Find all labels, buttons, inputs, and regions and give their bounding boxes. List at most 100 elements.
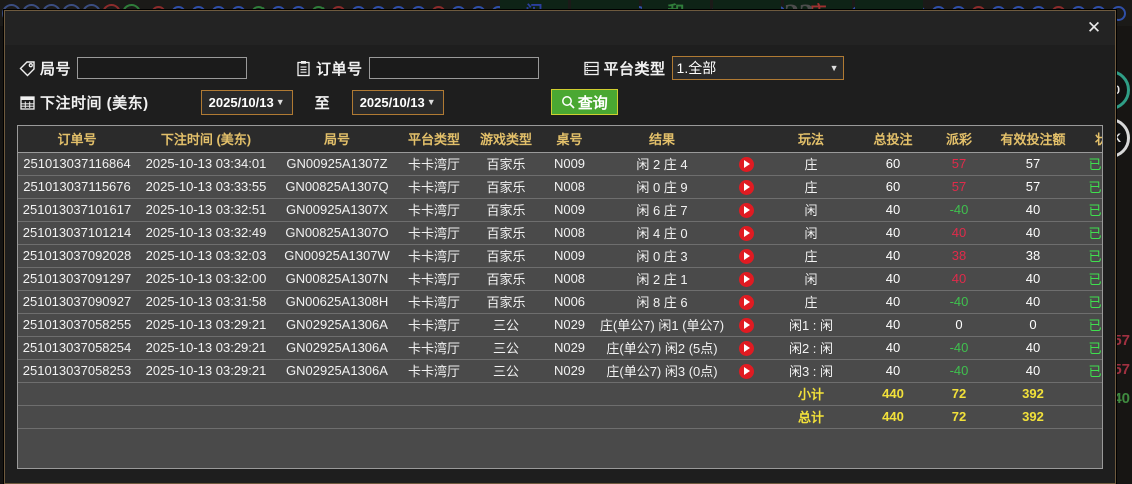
table-row[interactable]: 251013037092028 2025-10-13 03:32:03 GN0092… bbox=[18, 244, 1102, 268]
cell-table-no: N029 bbox=[542, 359, 597, 383]
cell-summary-label: 总计 bbox=[765, 405, 857, 429]
platform-type-select[interactable]: 1.全部 ▼ bbox=[671, 56, 844, 80]
bg-right-number: 57 bbox=[1113, 332, 1130, 349]
play-icon[interactable] bbox=[738, 248, 754, 264]
query-button[interactable]: 查询 bbox=[550, 89, 618, 115]
cell-platform-type: 卡卡湾厅 bbox=[398, 290, 470, 314]
order-no-input[interactable] bbox=[368, 57, 539, 79]
play-icon[interactable] bbox=[738, 202, 754, 218]
col-result[interactable]: 结果 bbox=[597, 126, 727, 153]
cell-payout: 40 bbox=[929, 267, 989, 291]
col-platform-type[interactable]: 平台类型 bbox=[398, 126, 470, 153]
cell-bet-time: 2025-10-13 03:32:00 bbox=[136, 267, 276, 291]
table-row[interactable]: 251013037058253 2025-10-13 03:29:21 GN0292… bbox=[18, 359, 1102, 383]
close-icon[interactable]: ✕ bbox=[1086, 18, 1102, 37]
bet-history-table: 订单号 下注时间 (美东) 局号 平台类型 游戏类型 桌号 结果 玩法 总投注 … bbox=[18, 126, 1102, 429]
cell-bet-time: 2025-10-13 03:29:21 bbox=[136, 359, 276, 383]
table-row[interactable]: 251013037091297 2025-10-13 03:32:00 GN0082… bbox=[18, 267, 1102, 291]
cell-spacer bbox=[136, 382, 276, 406]
cell-status: 已派彩 bbox=[1077, 336, 1102, 360]
field-bet-time: 下注时间 (美东) bbox=[19, 92, 149, 113]
cell-platform-type: 卡卡湾厅 bbox=[398, 175, 470, 199]
table-row[interactable]: 251013037101214 2025-10-13 03:32:49 GN0082… bbox=[18, 221, 1102, 245]
col-round-no[interactable]: 局号 bbox=[276, 126, 398, 153]
table-row[interactable]: 251013037115676 2025-10-13 03:33:55 GN0082… bbox=[18, 175, 1102, 199]
cell-valid-bet: 40 bbox=[989, 290, 1077, 314]
cell-game-type: 百家乐 bbox=[470, 267, 542, 291]
cell-spacer bbox=[727, 382, 765, 406]
table-row[interactable]: 251013037058254 2025-10-13 03:29:21 GN0292… bbox=[18, 336, 1102, 360]
table-row[interactable]: 251013037116864 2025-10-13 03:34:01 GN0092… bbox=[18, 152, 1102, 176]
cell-round-no: GN00925A1307X bbox=[276, 198, 398, 222]
col-table-no[interactable]: 桌号 bbox=[542, 126, 597, 153]
play-icon[interactable] bbox=[738, 340, 754, 356]
cell-valid-bet: 40 bbox=[989, 221, 1077, 245]
cell-play-type: 庄 bbox=[765, 175, 857, 199]
cell-round-no: GN00825A1307O bbox=[276, 221, 398, 245]
cell-round-no: GN02925A1306A bbox=[276, 313, 398, 337]
cell-result: 闲 2 庄 1 bbox=[597, 267, 727, 291]
chevron-down-icon: ▼ bbox=[275, 97, 285, 107]
cell-game-type: 百家乐 bbox=[470, 152, 542, 176]
table-row[interactable]: 251013037101617 2025-10-13 03:32:51 GN0092… bbox=[18, 198, 1102, 222]
cell-valid-bet: 40 bbox=[989, 359, 1077, 383]
cell-total-bet: 40 bbox=[857, 221, 929, 245]
cell-spacer bbox=[470, 382, 542, 406]
play-icon[interactable] bbox=[738, 363, 754, 379]
play-icon[interactable] bbox=[738, 271, 754, 287]
table-empty-space bbox=[18, 428, 1102, 468]
cell-round-no: GN02925A1306A bbox=[276, 336, 398, 360]
play-icon[interactable] bbox=[738, 179, 754, 195]
date-from-picker[interactable]: 2025/10/13 ▼ bbox=[200, 89, 293, 115]
cell-summary-valid-bet: 392 bbox=[989, 405, 1077, 429]
play-icon[interactable] bbox=[738, 156, 754, 172]
cell-table-no: N029 bbox=[542, 336, 597, 360]
cell-status: 已派彩 bbox=[1077, 175, 1102, 199]
tag-icon bbox=[19, 60, 36, 77]
col-game-type[interactable]: 游戏类型 bbox=[470, 126, 542, 153]
cell-platform-type: 卡卡湾厅 bbox=[398, 198, 470, 222]
cell-table-no: N006 bbox=[542, 290, 597, 314]
date-to-value: 2025/10/13 bbox=[359, 94, 425, 110]
cell-valid-bet: 40 bbox=[989, 198, 1077, 222]
col-bet-time[interactable]: 下注时间 (美东) bbox=[136, 126, 276, 153]
cell-total-bet: 40 bbox=[857, 359, 929, 383]
table-row[interactable]: 251013037058255 2025-10-13 03:29:21 GN0292… bbox=[18, 313, 1102, 337]
cell-platform-type: 卡卡湾厅 bbox=[398, 359, 470, 383]
col-payout[interactable]: 派彩 bbox=[929, 126, 989, 153]
cell-round-no: GN02925A1306A bbox=[276, 359, 398, 383]
platform-type-value: 1.全部 bbox=[676, 60, 717, 76]
dialog-titlebar: ✕ bbox=[5, 11, 1115, 45]
cell-summary-total-bet: 440 bbox=[857, 405, 929, 429]
play-icon[interactable] bbox=[738, 317, 754, 333]
cell-payout: 38 bbox=[929, 244, 989, 268]
col-play-type[interactable]: 玩法 bbox=[765, 126, 857, 153]
filter-row-2: 下注时间 (美东) 2025/10/13 ▼ 至 2025/10/13 ▼ bbox=[5, 85, 1115, 119]
cell-spacer bbox=[1077, 405, 1102, 429]
col-order-no[interactable]: 订单号 bbox=[18, 126, 136, 153]
cell-play-type: 闲 bbox=[765, 267, 857, 291]
table-row[interactable]: 251013037090927 2025-10-13 03:31:58 GN0062… bbox=[18, 290, 1102, 314]
cell-order-no: 251013037090927 bbox=[18, 290, 136, 314]
cell-summary-payout: 72 bbox=[929, 405, 989, 429]
cell-order-no: 251013037115676 bbox=[18, 175, 136, 199]
col-status[interactable]: 状态 bbox=[1077, 126, 1102, 153]
cell-payout: 57 bbox=[929, 175, 989, 199]
cell-status: 已派彩 bbox=[1077, 198, 1102, 222]
filter-row-1: 局号 订单号 bbox=[5, 51, 1115, 85]
bet-history-table-wrap[interactable]: 订单号 下注时间 (美东) 局号 平台类型 游戏类型 桌号 结果 玩法 总投注 … bbox=[17, 125, 1103, 469]
date-to-picker[interactable]: 2025/10/13 ▼ bbox=[351, 89, 444, 115]
round-no-input[interactable] bbox=[77, 57, 248, 79]
bg-right-number: 40 bbox=[1113, 390, 1130, 407]
col-valid-bet[interactable]: 有效投注额 bbox=[989, 126, 1077, 153]
cell-spacer bbox=[727, 405, 765, 429]
col-total-bet[interactable]: 总投注 bbox=[857, 126, 929, 153]
play-icon[interactable] bbox=[738, 294, 754, 310]
cell-bet-time: 2025-10-13 03:32:51 bbox=[136, 198, 276, 222]
play-icon[interactable] bbox=[738, 225, 754, 241]
cell-round-no: GN00925A1307Z bbox=[276, 152, 398, 176]
cell-spacer bbox=[276, 405, 398, 429]
cell-table-no: N009 bbox=[542, 152, 597, 176]
cell-result: 闲 8 庄 6 bbox=[597, 290, 727, 314]
